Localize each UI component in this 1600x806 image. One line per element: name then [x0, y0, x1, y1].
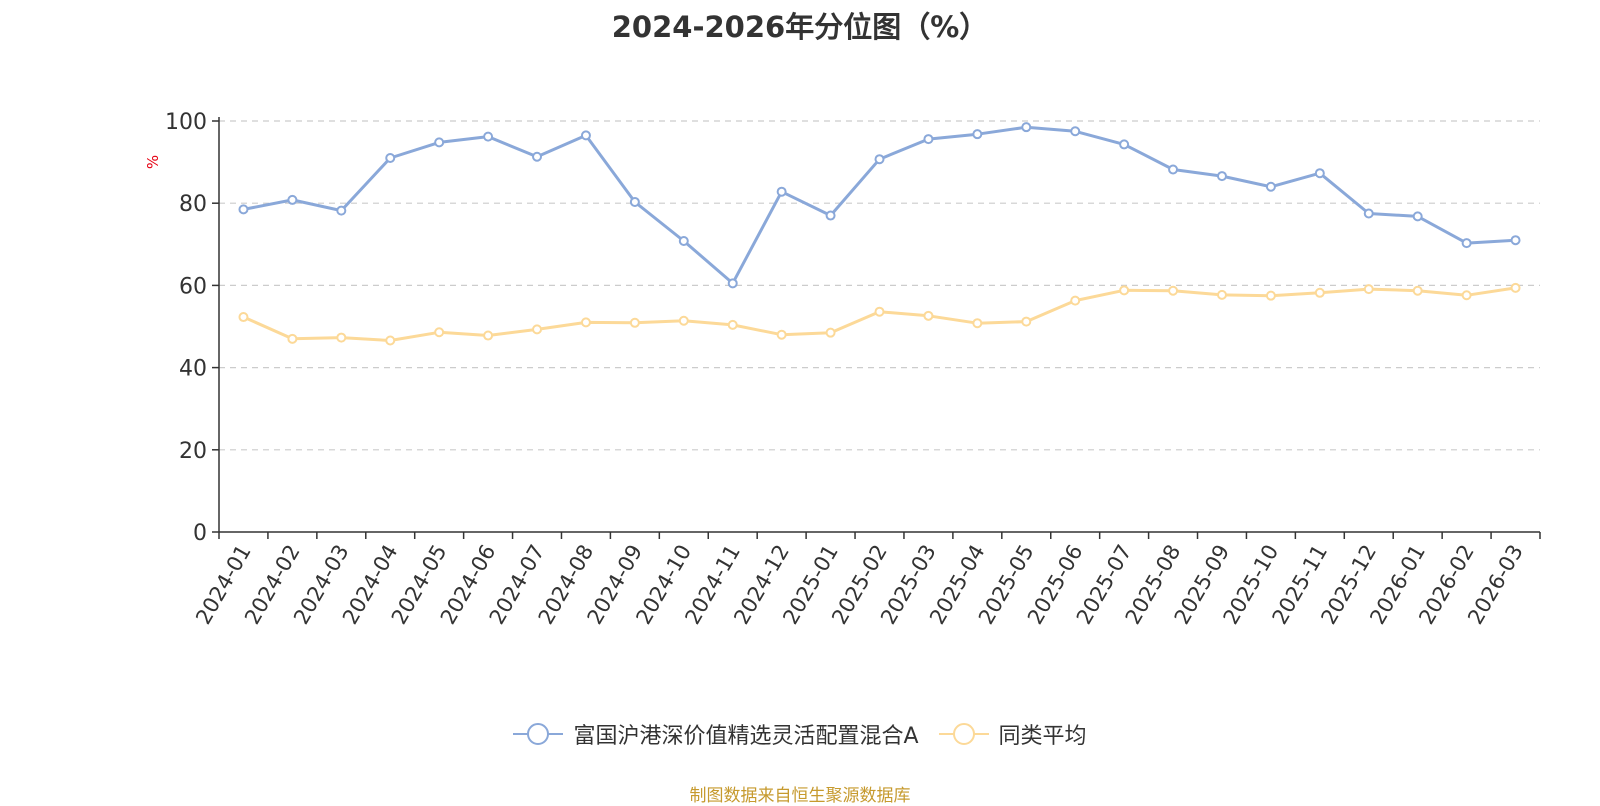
- data-point[interactable]: [580, 130, 591, 141]
- series-line: [243, 125, 1516, 285]
- data-point[interactable]: [874, 306, 885, 317]
- data-point[interactable]: [532, 151, 543, 162]
- data-point[interactable]: [1314, 287, 1325, 298]
- data-point[interactable]: [238, 204, 249, 215]
- data-point[interactable]: [1461, 290, 1472, 301]
- data-point[interactable]: [1070, 126, 1081, 137]
- legend-marker-icon: [938, 723, 989, 745]
- data-point[interactable]: [1314, 168, 1325, 179]
- data-point[interactable]: [776, 329, 787, 340]
- y-tick-label: 40: [179, 357, 207, 382]
- legend-item[interactable]: 富国沪港深价值精选灵活配置混合A: [513, 718, 919, 750]
- data-point[interactable]: [287, 333, 298, 344]
- legend: 富国沪港深价值精选灵活配置混合A 同类平均: [0, 718, 1600, 750]
- data-point[interactable]: [972, 129, 983, 140]
- data-point[interactable]: [238, 312, 249, 323]
- series-1: [238, 122, 1521, 289]
- data-point[interactable]: [1412, 285, 1423, 296]
- data-point[interactable]: [1265, 181, 1276, 192]
- data-point[interactable]: [1412, 211, 1423, 222]
- data-point[interactable]: [434, 137, 445, 148]
- data-point[interactable]: [1119, 285, 1130, 296]
- data-point[interactable]: [1216, 289, 1227, 300]
- data-point[interactable]: [336, 205, 347, 216]
- data-point[interactable]: [434, 327, 445, 338]
- data-point[interactable]: [629, 196, 640, 207]
- data-point[interactable]: [385, 335, 396, 346]
- data-point[interactable]: [825, 210, 836, 221]
- data-point[interactable]: [923, 310, 934, 321]
- y-tick-label: 100: [165, 110, 207, 135]
- y-tick-label: 0: [193, 521, 207, 546]
- chart-title: 2024-2026年分位图（%）: [611, 10, 989, 44]
- data-point[interactable]: [825, 327, 836, 338]
- data-point[interactable]: [532, 324, 543, 335]
- data-point[interactable]: [483, 131, 494, 142]
- series-2: [238, 282, 1521, 346]
- data-point[interactable]: [336, 332, 347, 343]
- data-point[interactable]: [1021, 316, 1032, 327]
- data-point[interactable]: [1461, 238, 1472, 249]
- y-axis-unit: %: [144, 155, 162, 169]
- y-tick-label: 60: [179, 274, 207, 299]
- data-point[interactable]: [874, 154, 885, 165]
- data-point[interactable]: [1363, 208, 1374, 219]
- data-point[interactable]: [483, 330, 494, 341]
- data-point[interactable]: [972, 318, 983, 329]
- data-point[interactable]: [385, 152, 396, 163]
- legend-item[interactable]: 同类平均: [938, 718, 1087, 750]
- data-point[interactable]: [923, 134, 934, 145]
- data-point[interactable]: [1265, 290, 1276, 301]
- data-point[interactable]: [1363, 284, 1374, 295]
- y-tick-label: 20: [179, 439, 207, 464]
- data-point[interactable]: [678, 236, 689, 247]
- source-note: 制图数据来自恒生聚源数据库: [689, 786, 911, 806]
- data-point[interactable]: [1070, 295, 1081, 306]
- data-point[interactable]: [287, 194, 298, 205]
- data-point[interactable]: [1021, 122, 1032, 133]
- data-point[interactable]: [629, 317, 640, 328]
- legend-label: 同类平均: [998, 724, 1087, 749]
- data-point[interactable]: [1510, 235, 1521, 246]
- data-point[interactable]: [678, 315, 689, 326]
- data-point[interactable]: [776, 186, 787, 197]
- legend-marker-icon: [513, 723, 564, 745]
- data-point[interactable]: [1216, 171, 1227, 182]
- data-point[interactable]: [727, 278, 738, 289]
- data-point[interactable]: [580, 317, 591, 328]
- legend-label: 富国沪港深价值精选灵活配置混合A: [573, 724, 919, 749]
- y-tick-label: 80: [179, 192, 207, 217]
- data-point[interactable]: [1168, 164, 1179, 175]
- data-point[interactable]: [1510, 282, 1521, 293]
- data-point[interactable]: [1168, 285, 1179, 296]
- data-point[interactable]: [1119, 139, 1130, 150]
- data-point[interactable]: [727, 319, 738, 330]
